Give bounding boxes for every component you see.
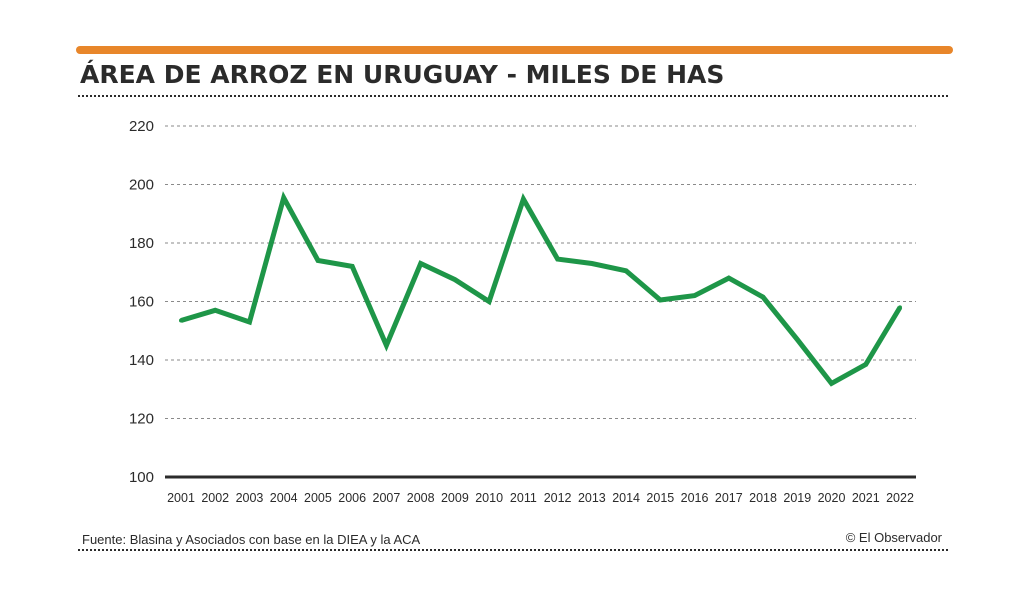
top-accent-bar [76, 46, 953, 54]
x-tick-label: 2019 [783, 491, 811, 505]
data-point [555, 257, 560, 262]
x-tick-label: 2013 [578, 491, 606, 505]
y-tick-label: 160 [129, 294, 154, 311]
x-tick-label: 2005 [304, 491, 332, 505]
data-point [658, 298, 663, 303]
y-tick-label: 140 [129, 352, 154, 369]
data-point [795, 337, 800, 342]
data-point [213, 308, 218, 313]
x-tick-label: 2022 [886, 491, 914, 505]
data-point [384, 343, 389, 348]
y-tick-label: 180 [129, 235, 154, 252]
x-tick-label: 2003 [236, 491, 264, 505]
data-point [521, 197, 526, 202]
data-point [179, 318, 183, 323]
source-note: Fuente: Blasina y Asociados con base en … [82, 532, 421, 547]
credit-note: © El Observador [845, 530, 942, 545]
footer-divider [78, 549, 948, 551]
x-tick-label: 2006 [338, 491, 366, 505]
data-point [863, 362, 868, 367]
x-tick-label: 2016 [681, 491, 709, 505]
x-tick-label: 2017 [715, 491, 743, 505]
x-tick-label: 2011 [510, 491, 537, 505]
data-point [624, 268, 629, 273]
series-line [180, 191, 903, 387]
data-point [829, 381, 834, 386]
x-tick-label: 2014 [612, 491, 640, 505]
x-tick-label: 2021 [852, 491, 880, 505]
y-tick-label: 200 [129, 177, 154, 194]
data-point [247, 319, 252, 324]
x-tick-label: 2020 [818, 491, 846, 505]
x-tick-label: 2007 [373, 491, 401, 505]
x-tick-label: 2018 [749, 491, 777, 505]
x-tick-label: 2002 [201, 491, 229, 505]
data-point [315, 258, 320, 263]
x-tick-label: 2015 [646, 491, 674, 505]
y-tick-label: 100 [129, 469, 154, 486]
data-point [726, 276, 731, 281]
x-tick-label: 2004 [270, 491, 298, 505]
data-point [589, 261, 594, 266]
y-tick-label: 220 [129, 118, 154, 135]
x-tick-label: 2001 [167, 491, 195, 505]
x-tick-label: 2008 [407, 491, 435, 505]
x-tick-label: 2012 [544, 491, 572, 505]
data-point [898, 305, 902, 310]
data-point [761, 295, 766, 300]
data-point [350, 264, 355, 269]
data-point [418, 261, 423, 266]
data-point [692, 293, 697, 298]
x-tick-label: 2010 [475, 491, 503, 505]
data-point [487, 299, 492, 304]
data-point [452, 277, 457, 282]
chart-title: ÁREA DE ARROZ EN URUGUAY - MILES DE HAS [80, 60, 725, 89]
x-tick-label: 2009 [441, 491, 469, 505]
title-divider [78, 95, 948, 97]
data-point [281, 195, 286, 200]
y-tick-label: 120 [129, 411, 154, 428]
